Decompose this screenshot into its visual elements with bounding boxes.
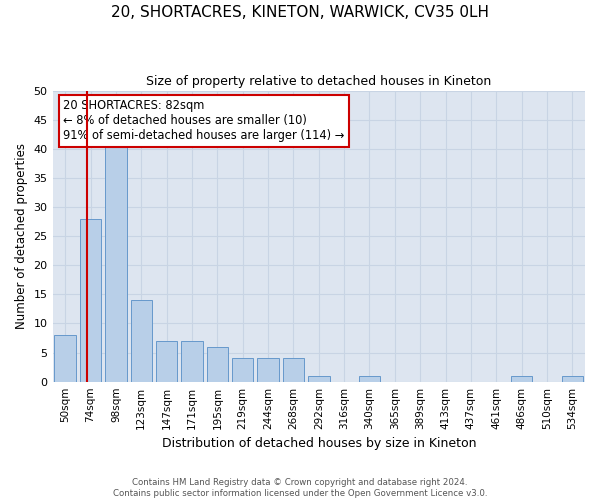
Title: Size of property relative to detached houses in Kineton: Size of property relative to detached ho…	[146, 75, 491, 88]
Bar	[283, 358, 304, 382]
Bar	[131, 300, 152, 382]
Bar	[511, 376, 532, 382]
Text: Contains HM Land Registry data © Crown copyright and database right 2024.
Contai: Contains HM Land Registry data © Crown c…	[113, 478, 487, 498]
Bar	[359, 376, 380, 382]
Y-axis label: Number of detached properties: Number of detached properties	[15, 143, 28, 329]
Bar	[206, 346, 228, 382]
Bar	[232, 358, 253, 382]
Bar	[562, 376, 583, 382]
X-axis label: Distribution of detached houses by size in Kineton: Distribution of detached houses by size …	[161, 437, 476, 450]
Bar	[156, 341, 178, 382]
Text: 20 SHORTACRES: 82sqm
← 8% of detached houses are smaller (10)
91% of semi-detach: 20 SHORTACRES: 82sqm ← 8% of detached ho…	[63, 100, 344, 142]
Bar	[181, 341, 203, 382]
Bar	[55, 335, 76, 382]
Bar	[308, 376, 329, 382]
Bar	[105, 143, 127, 382]
Bar	[80, 218, 101, 382]
Bar	[257, 358, 279, 382]
Text: 20, SHORTACRES, KINETON, WARWICK, CV35 0LH: 20, SHORTACRES, KINETON, WARWICK, CV35 0…	[111, 5, 489, 20]
